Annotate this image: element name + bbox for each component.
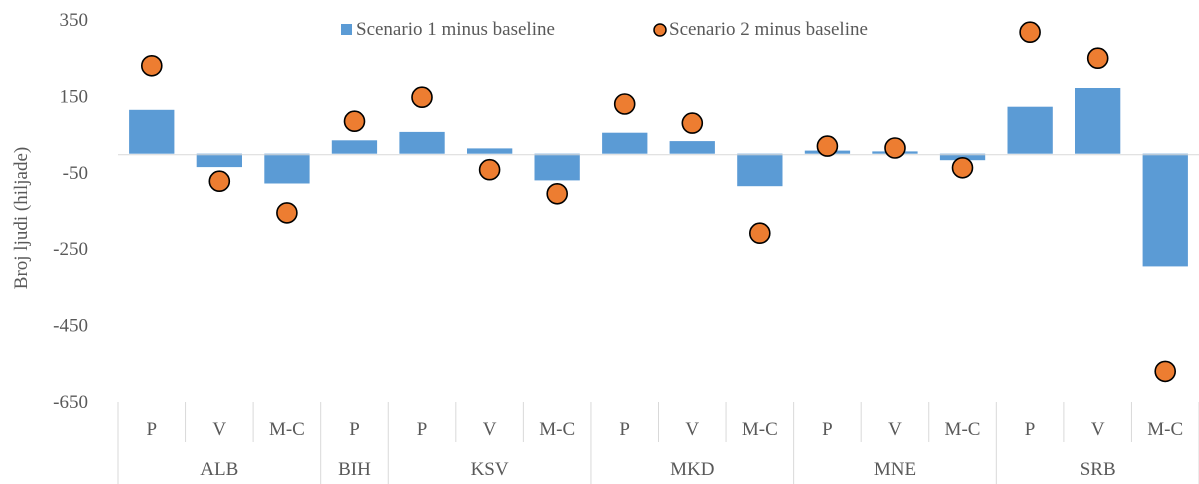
x-group-label: KSV	[471, 459, 509, 480]
x-tick-label: P	[147, 419, 158, 440]
y-tick-label: 150	[60, 86, 89, 107]
marker-point	[276, 202, 298, 224]
x-tick-label: M-C	[742, 419, 778, 440]
bar	[602, 132, 648, 154]
y-tick-label: -450	[53, 316, 88, 337]
bar	[737, 153, 783, 187]
marker-point	[613, 93, 636, 115]
marker-point	[478, 158, 501, 181]
legend-label-scenario-2: Scenario 2 minus baseline	[669, 19, 868, 40]
bar	[534, 153, 580, 181]
marker-point	[411, 86, 433, 108]
x-group-label: BIH	[338, 459, 371, 480]
bar	[939, 153, 986, 161]
bar-series	[129, 88, 1188, 267]
y-tick-label: -650	[53, 392, 88, 413]
x-tick-label: P	[417, 419, 428, 440]
x-group-label: MNE	[874, 459, 916, 480]
x-tick-label: P	[1025, 419, 1036, 440]
x-tick-label: M-C	[539, 419, 575, 440]
y-tick-label: 350	[60, 10, 89, 31]
x-group-label: ALB	[200, 459, 238, 480]
marker-point	[1019, 21, 1041, 44]
bar	[129, 109, 175, 154]
marker-point	[816, 135, 839, 157]
marker-point	[141, 55, 163, 77]
y-tick-label: -250	[53, 239, 88, 260]
bar	[264, 153, 310, 184]
x-tick-label: P	[349, 419, 360, 440]
bar	[1007, 106, 1053, 154]
bar	[1142, 153, 1188, 267]
bar	[196, 153, 242, 168]
bar	[467, 148, 513, 154]
x-tick-label: V	[212, 419, 226, 440]
marker-point	[1086, 47, 1109, 70]
x-tick-label: V	[483, 419, 497, 440]
x-group-label: SRB	[1080, 459, 1116, 480]
marker-point	[1154, 360, 1176, 383]
x-axis: P V M-C P P V M-C P V M-C P V M-C P V M-C ALB BIH KSV MKD MN…	[117, 402, 1199, 484]
x-tick-label: M-C	[945, 419, 981, 440]
x-tick-label: V	[1091, 419, 1105, 440]
marker-point	[951, 157, 974, 179]
marker-point	[748, 222, 771, 244]
bar	[669, 141, 715, 154]
marker-point	[343, 110, 366, 132]
marker-point	[681, 112, 704, 134]
y-tick-labels: 350 150 -50 -250 -450 -650	[53, 10, 88, 413]
legend-swatch-scenario-1	[341, 24, 352, 35]
x-tick-label: P	[822, 419, 833, 440]
bar	[331, 140, 378, 154]
x-group-label: MKD	[670, 459, 714, 480]
legend: Scenario 1 minus baseline Scenario 2 min…	[341, 19, 868, 40]
legend-marker-scenario-2	[653, 23, 667, 37]
x-tick-label: M-C	[1147, 419, 1183, 440]
bar	[1075, 88, 1121, 154]
bar	[399, 131, 445, 154]
x-tick-label: P	[619, 419, 630, 440]
marker-point	[546, 183, 569, 205]
marker-point	[884, 137, 906, 159]
x-tick-label: V	[888, 419, 902, 440]
legend-label-scenario-1: Scenario 1 minus baseline	[356, 19, 555, 40]
marker-point	[208, 170, 231, 192]
y-tick-label: -50	[63, 163, 88, 184]
x-tick-label: M-C	[269, 419, 305, 440]
marker-series	[141, 21, 1176, 383]
x-tick-label: V	[685, 419, 699, 440]
y-axis-label: Broj ljudi (hiljade)	[11, 147, 32, 289]
